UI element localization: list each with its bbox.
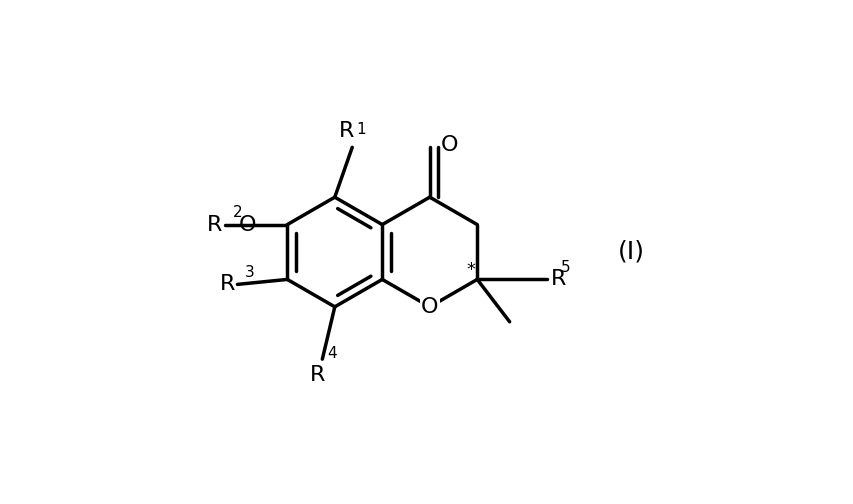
Text: 3: 3 — [245, 265, 254, 280]
Text: (I): (I) — [617, 240, 644, 264]
Text: R: R — [207, 215, 223, 234]
Text: 4: 4 — [327, 346, 337, 361]
Text: R: R — [219, 274, 235, 294]
Text: *: * — [467, 262, 475, 279]
Text: 5: 5 — [560, 260, 570, 275]
Text: 1: 1 — [356, 122, 365, 137]
Text: R: R — [338, 121, 353, 141]
Text: O: O — [421, 297, 438, 317]
Text: 2: 2 — [232, 205, 241, 220]
Text: R: R — [310, 365, 325, 385]
Text: O: O — [440, 135, 458, 155]
Text: O: O — [239, 215, 256, 234]
Text: R: R — [550, 270, 566, 289]
